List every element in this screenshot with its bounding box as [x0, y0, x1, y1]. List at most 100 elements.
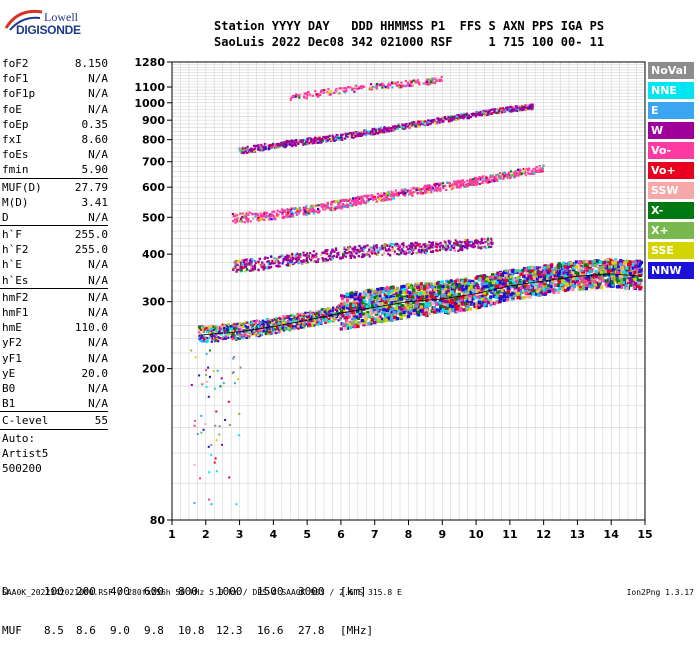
echo-point: [464, 239, 466, 241]
echo-point: [230, 325, 232, 327]
echo-point: [248, 337, 250, 339]
echo-point: [224, 335, 226, 337]
echo-point: [213, 329, 215, 331]
echo-point: [297, 325, 299, 327]
echo-point: [266, 324, 268, 326]
echo-point: [268, 333, 270, 335]
echo-point: [399, 245, 401, 247]
echo-point: [603, 261, 606, 264]
echo-point: [260, 212, 262, 214]
echo-point: [261, 261, 263, 263]
echo-point: [340, 294, 343, 297]
echo-point: [304, 262, 306, 264]
echo-point: [242, 335, 244, 337]
echo-point: [542, 288, 545, 291]
echo-point: [265, 333, 267, 335]
echo-point: [273, 211, 275, 213]
echo-point: [444, 310, 447, 313]
echo-point: [490, 246, 492, 248]
echo-point: [432, 244, 434, 246]
echo-point: [459, 309, 462, 312]
echo-point: [234, 327, 236, 329]
echo-point: [335, 247, 337, 249]
echo-point: [459, 241, 461, 243]
echo-point: [637, 265, 640, 268]
echo-point: [614, 265, 617, 268]
echo-point: [257, 217, 259, 219]
echo-point: [454, 304, 457, 307]
echo-point: [277, 210, 279, 212]
echo-point: [207, 340, 209, 342]
echo-point: [313, 250, 315, 252]
echo-point: [382, 297, 385, 300]
echo-point: [332, 208, 334, 210]
echo-point: [260, 321, 262, 323]
echo-point: [272, 331, 274, 333]
echo-point: [472, 246, 474, 248]
echo-point: [489, 301, 492, 304]
echo-point: [595, 286, 598, 289]
echo-point: [323, 207, 325, 209]
echo-point: [263, 330, 265, 332]
echo-point: [233, 215, 235, 217]
echo-point: [321, 203, 323, 205]
echo-point: [315, 205, 317, 207]
echo-point: [413, 309, 416, 312]
echo-point: [415, 291, 418, 294]
echo-point: [352, 204, 354, 206]
echo-point: [239, 213, 241, 215]
echo-point: [314, 320, 316, 322]
echo-point: [327, 207, 329, 209]
echo-point: [260, 215, 262, 217]
echo-point: [298, 211, 300, 213]
echo-point: [296, 208, 298, 210]
echo-point: [296, 318, 298, 320]
echo-point: [438, 292, 441, 295]
echo-point: [318, 318, 320, 320]
echo-point: [368, 199, 370, 201]
echo-point: [249, 326, 251, 328]
echo-point: [577, 282, 580, 285]
echo-point: [474, 240, 476, 242]
echo-point: [227, 337, 229, 339]
echo-point: [496, 272, 499, 275]
echo-point: [394, 311, 397, 314]
echo-point: [393, 316, 396, 319]
echo-point: [377, 254, 379, 256]
echo-point: [419, 292, 422, 295]
echo-point: [348, 315, 351, 318]
echo-point: [399, 313, 402, 316]
echo-point: [236, 260, 238, 262]
echo-point: [309, 252, 311, 254]
echo-point: [274, 319, 276, 321]
echo-point: [438, 183, 440, 185]
echo-point: [244, 221, 246, 223]
echo-point: [285, 214, 287, 216]
echo-point: [430, 188, 432, 190]
echo-point: [267, 257, 269, 259]
echo-point: [564, 289, 567, 292]
echo-point: [268, 318, 270, 320]
echo-point: [261, 217, 263, 219]
echo-point: [411, 248, 413, 250]
echo-point: [332, 307, 334, 309]
echo-point: [411, 194, 413, 196]
echo-point: [265, 216, 267, 218]
echo-point: [508, 173, 510, 175]
echo-point: [365, 318, 368, 321]
echo-point: [425, 249, 427, 251]
echo-point: [310, 259, 312, 261]
echo-point: [353, 252, 355, 254]
echo-point: [411, 192, 413, 194]
echo-point: [464, 185, 466, 187]
echo-point: [636, 285, 639, 288]
echo-point: [299, 207, 301, 209]
echo-point: [395, 243, 397, 245]
echo-point: [282, 260, 284, 262]
echo-point: [420, 296, 423, 299]
echo-point: [244, 270, 246, 272]
echo-point: [254, 264, 256, 266]
echo-point: [487, 237, 489, 239]
echo-point: [394, 298, 397, 301]
echo-point: [527, 285, 530, 288]
